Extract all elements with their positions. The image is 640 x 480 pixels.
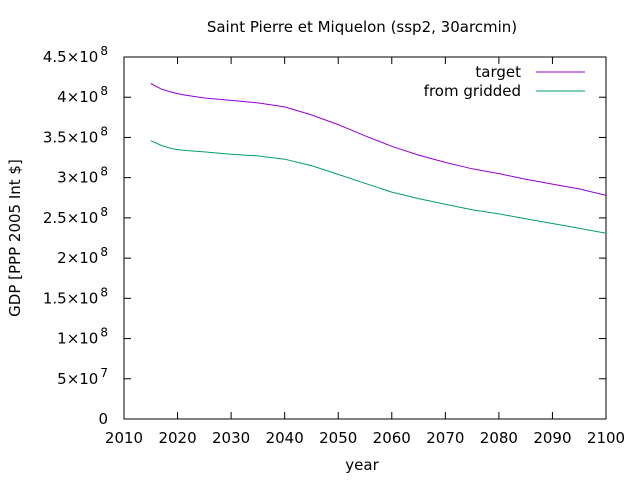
y-tick-mantissa: 1.5×10: [43, 289, 99, 307]
x-tick-label: 2060: [373, 429, 411, 447]
y-tick-exponent: 7: [100, 366, 108, 380]
y-tick-label: 3.5×10 8: [43, 124, 108, 146]
y-tick-exponent: 8: [100, 205, 108, 219]
x-axis: 2010 2020 2030 2040 2050 2060 2070 2080 2090 2100: [105, 57, 625, 447]
y-tick-exponent: 8: [100, 285, 108, 299]
series-line-target: [150, 83, 607, 196]
y-axis-label: GDP [PPP 2005 Int $]: [6, 159, 24, 317]
y-tick-label: 4×10 8: [57, 84, 108, 106]
y-tick-mantissa: 4×10: [57, 88, 98, 106]
y-tick-exponent: 8: [100, 44, 108, 58]
x-tick-label: 2030: [212, 429, 250, 447]
y-tick-exponent: 8: [100, 165, 108, 179]
y-tick-label: 2.5×10 8: [43, 205, 108, 227]
x-tick-label: 2100: [587, 429, 625, 447]
y-tick-exponent: 8: [100, 245, 108, 259]
legend-label: from gridded: [424, 82, 521, 100]
y-tick-mantissa: 3×10: [57, 169, 98, 187]
y-tick-mantissa: 1×10: [57, 330, 98, 348]
y-tick-label: 3×10 8: [57, 165, 108, 187]
x-tick-label: 2010: [105, 429, 143, 447]
y-tick-label: 1×10 8: [57, 326, 108, 348]
y-tick-mantissa: 3.5×10: [43, 128, 99, 146]
x-tick-label: 2020: [158, 429, 196, 447]
x-tick-label: 2050: [319, 429, 357, 447]
plot-area-frame: [123, 56, 607, 420]
series-line-from-gridded: [150, 140, 607, 234]
y-axis: 05×10 71×10 81.5×10 82×10 82.5×10 83×10 83.5×1…: [43, 44, 606, 428]
x-tick-label: 2090: [533, 429, 571, 447]
x-tick-label: 2070: [426, 429, 464, 447]
x-tick-label: 2080: [480, 429, 518, 447]
y-tick-mantissa: 5×10: [57, 370, 98, 388]
y-tick-mantissa: 0: [98, 410, 108, 428]
y-tick-label: 5×10 7: [57, 366, 108, 388]
y-tick-label: 0: [98, 410, 108, 428]
chart-title: Saint Pierre et Miquelon (ssp2, 30arcmin…: [207, 18, 517, 36]
y-tick-exponent: 8: [100, 326, 108, 340]
y-tick-exponent: 8: [100, 124, 108, 138]
y-tick-label: 1.5×10 8: [43, 285, 108, 307]
series-lines: [150, 83, 607, 234]
y-tick-label: 4.5×10 8: [43, 44, 108, 66]
y-tick-mantissa: 2.5×10: [43, 209, 99, 227]
legend-label: target: [475, 63, 521, 81]
x-axis-label: year: [345, 456, 379, 474]
x-tick-label: 2040: [266, 429, 304, 447]
y-tick-label: 2×10 8: [57, 245, 108, 267]
y-tick-exponent: 8: [100, 84, 108, 98]
y-tick-mantissa: 2×10: [57, 249, 98, 267]
y-tick-mantissa: 4.5×10: [43, 48, 99, 66]
